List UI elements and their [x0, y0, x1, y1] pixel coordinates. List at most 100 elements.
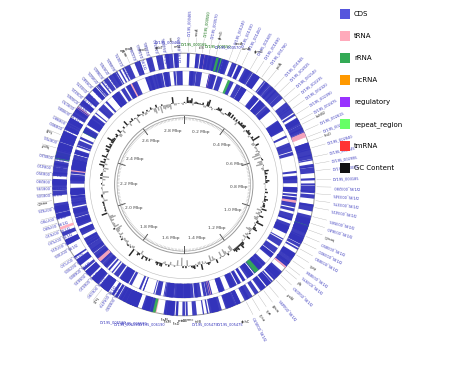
Text: 0.6 Mbp: 0.6 Mbp	[226, 162, 244, 166]
Polygon shape	[57, 143, 73, 153]
Polygon shape	[72, 200, 86, 207]
Polygon shape	[80, 224, 93, 232]
Polygon shape	[157, 73, 165, 88]
Polygon shape	[264, 266, 278, 280]
Polygon shape	[297, 213, 311, 220]
Polygon shape	[123, 288, 135, 304]
Polygon shape	[92, 243, 105, 253]
Polygon shape	[280, 246, 295, 260]
Text: DY195_009925: DY195_009925	[105, 56, 122, 80]
Polygon shape	[165, 300, 169, 315]
Polygon shape	[142, 295, 149, 310]
Polygon shape	[231, 290, 241, 304]
Polygon shape	[286, 121, 300, 129]
Polygon shape	[161, 104, 163, 106]
Polygon shape	[294, 218, 310, 227]
Polygon shape	[206, 281, 211, 295]
Text: glmG: glmG	[254, 50, 263, 54]
Polygon shape	[250, 137, 251, 138]
Polygon shape	[146, 77, 151, 91]
Polygon shape	[187, 53, 190, 68]
Polygon shape	[258, 151, 260, 153]
Polygon shape	[277, 254, 289, 264]
Polygon shape	[236, 268, 245, 282]
Polygon shape	[244, 239, 245, 241]
Polygon shape	[106, 158, 109, 160]
Polygon shape	[116, 91, 127, 105]
Polygon shape	[260, 272, 271, 284]
Polygon shape	[257, 82, 268, 95]
Polygon shape	[103, 166, 104, 168]
Polygon shape	[192, 266, 194, 268]
Text: hisD: hisD	[324, 131, 333, 138]
Polygon shape	[294, 221, 309, 230]
Polygon shape	[119, 133, 123, 136]
Polygon shape	[222, 256, 224, 257]
Polygon shape	[299, 203, 313, 207]
Polygon shape	[197, 265, 198, 267]
Polygon shape	[255, 150, 258, 152]
Polygon shape	[263, 166, 264, 168]
Polygon shape	[173, 265, 174, 266]
Polygon shape	[208, 262, 210, 265]
Polygon shape	[231, 270, 241, 284]
Polygon shape	[296, 215, 310, 221]
Polygon shape	[152, 259, 153, 260]
Text: 2.4 Mbp: 2.4 Mbp	[127, 157, 144, 161]
Text: rsmB: rsmB	[272, 302, 281, 312]
Polygon shape	[235, 119, 238, 122]
Polygon shape	[74, 249, 87, 258]
Polygon shape	[206, 101, 209, 107]
Polygon shape	[209, 298, 218, 313]
Polygon shape	[118, 232, 119, 234]
Polygon shape	[88, 238, 100, 246]
Polygon shape	[165, 54, 170, 69]
Polygon shape	[75, 108, 88, 119]
Polygon shape	[285, 241, 299, 250]
Polygon shape	[215, 277, 225, 293]
Polygon shape	[129, 246, 131, 248]
Bar	[340, 75, 350, 85]
Polygon shape	[123, 268, 135, 283]
Polygon shape	[139, 114, 140, 116]
Text: carB: carB	[121, 48, 128, 56]
Polygon shape	[283, 176, 297, 180]
Polygon shape	[118, 286, 128, 300]
Polygon shape	[143, 277, 149, 291]
Polygon shape	[77, 107, 89, 116]
Bar	[340, 163, 350, 173]
Polygon shape	[103, 169, 104, 170]
Polygon shape	[254, 156, 261, 160]
Polygon shape	[167, 283, 173, 297]
Text: GC Content: GC Content	[354, 165, 394, 171]
Polygon shape	[57, 145, 72, 154]
Polygon shape	[264, 196, 266, 197]
Polygon shape	[274, 257, 287, 268]
Polygon shape	[238, 286, 249, 301]
Polygon shape	[104, 207, 106, 209]
Polygon shape	[261, 86, 273, 99]
Polygon shape	[206, 74, 210, 88]
Polygon shape	[244, 129, 245, 130]
Text: DY195_003280: DY195_003280	[333, 185, 359, 190]
Polygon shape	[53, 190, 67, 196]
Text: DY195_006590: DY195_006590	[121, 321, 147, 325]
Polygon shape	[194, 283, 198, 297]
Polygon shape	[301, 183, 315, 185]
Polygon shape	[228, 113, 232, 117]
Polygon shape	[99, 163, 105, 166]
Polygon shape	[295, 143, 310, 154]
Polygon shape	[127, 290, 136, 304]
Polygon shape	[220, 60, 228, 74]
Polygon shape	[234, 122, 237, 125]
Polygon shape	[96, 247, 109, 259]
Polygon shape	[105, 163, 108, 165]
Polygon shape	[102, 201, 104, 203]
Polygon shape	[214, 297, 222, 311]
Polygon shape	[233, 65, 242, 79]
Polygon shape	[53, 179, 67, 186]
Polygon shape	[223, 255, 225, 256]
Polygon shape	[101, 196, 103, 197]
Polygon shape	[273, 135, 287, 143]
Polygon shape	[299, 159, 313, 163]
